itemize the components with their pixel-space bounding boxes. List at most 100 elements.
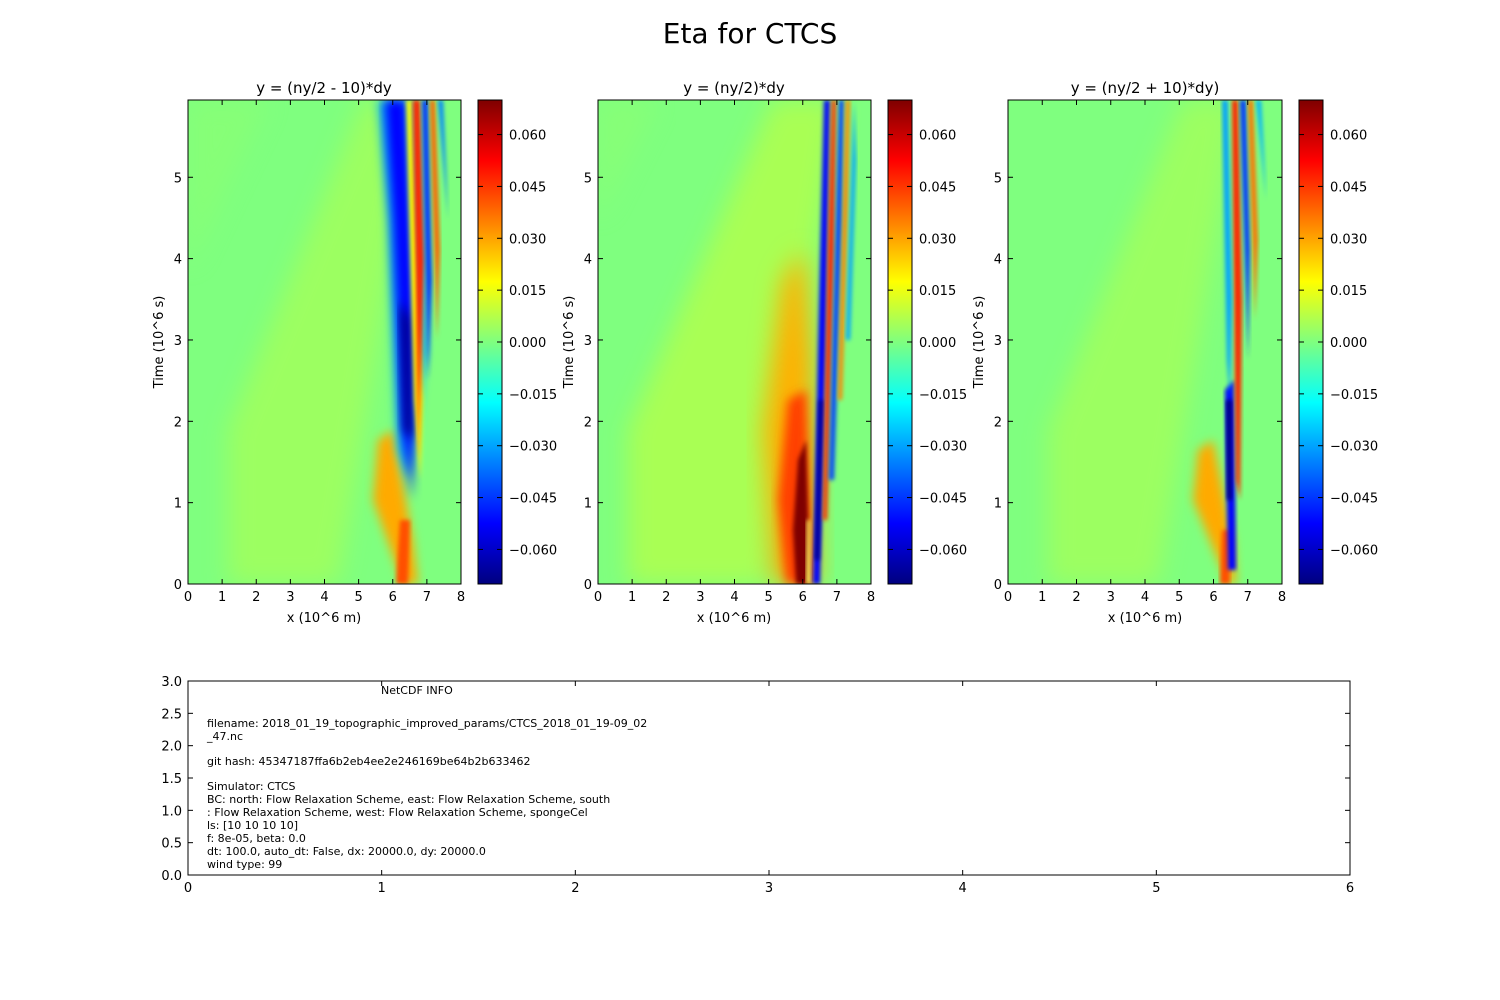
colorbar-tick-label: −0.045 bbox=[919, 492, 967, 507]
info-x-tick-label: 0 bbox=[184, 881, 192, 896]
info-x-tick-label: 1 bbox=[378, 881, 386, 896]
colorbar-tick-label: −0.030 bbox=[919, 440, 967, 455]
x-tick-label: 7 bbox=[423, 590, 431, 605]
field-stripe bbox=[1240, 100, 1250, 360]
field-band bbox=[1048, 100, 1238, 584]
y-tick-label: 5 bbox=[584, 171, 592, 186]
y-axis: 0 1 2 3 4 5 bbox=[994, 171, 1282, 593]
colorbar-ticks: 0.060 0.045 0.030 0.015 0.000 −0.015 −0.030 −0.… bbox=[1299, 129, 1378, 558]
y-axis: 0 1 2 3 4 5 bbox=[584, 171, 871, 593]
x-tick-label: 8 bbox=[1278, 590, 1286, 605]
field-stripe bbox=[430, 100, 440, 340]
field-blob bbox=[396, 520, 410, 584]
x-axis-label: x (10^6 m) bbox=[1108, 611, 1182, 626]
info-line: _47.nc bbox=[206, 730, 243, 743]
colorbar-tick-label: −0.060 bbox=[1330, 543, 1378, 558]
y-tick-label: 3 bbox=[584, 334, 592, 349]
colorbar-tick-label: −0.015 bbox=[509, 388, 557, 403]
field-stripe bbox=[422, 100, 432, 380]
panel-title: y = (ny/2 + 10)*dy) bbox=[1071, 79, 1220, 97]
x-tick-label: 6 bbox=[389, 590, 397, 605]
colorbar-tick-label: −0.060 bbox=[509, 543, 557, 558]
x-tick-label: 0 bbox=[594, 590, 602, 605]
colorbar-tick-label: −0.045 bbox=[509, 492, 557, 507]
colorbar-tick-label: 0.015 bbox=[1330, 284, 1367, 299]
colorbar-ticks: 0.060 0.045 0.030 0.015 0.000 −0.015 −0.030 −0.… bbox=[478, 129, 557, 558]
heatmap-image bbox=[188, 100, 461, 584]
colorbar-tick-label: −0.015 bbox=[919, 388, 967, 403]
x-tick-label: 0 bbox=[1004, 590, 1012, 605]
x-axis: 0 1 2 3 4 5 6 7 8 bbox=[1004, 100, 1286, 605]
info-x-tick-label: 6 bbox=[1346, 881, 1354, 896]
colorbar-tick-label: 0.060 bbox=[919, 129, 956, 144]
colorbar-tick-label: 0.015 bbox=[919, 284, 956, 299]
info-x-tick-label: 5 bbox=[1152, 881, 1160, 896]
info-line: Simulator: CTCS bbox=[207, 780, 296, 793]
y-tick-label: 5 bbox=[174, 171, 182, 186]
info-line: wind type: 99 bbox=[207, 858, 282, 871]
y-tick-label: 2 bbox=[994, 415, 1002, 430]
y-tick-label: 3 bbox=[994, 334, 1002, 349]
info-axes-frame bbox=[187, 680, 1351, 876]
y-tick-label: 4 bbox=[584, 253, 592, 268]
info-title: NetCDF INFO bbox=[381, 684, 453, 697]
x-tick-label: 2 bbox=[252, 590, 260, 605]
y-tick-label: 1 bbox=[174, 497, 182, 512]
info-y-tick-label: 0.0 bbox=[161, 869, 182, 884]
field-stripe bbox=[1256, 100, 1266, 200]
x-tick-label: 7 bbox=[1244, 590, 1252, 605]
field-stripe bbox=[1222, 100, 1232, 400]
y-tick-label: 4 bbox=[994, 253, 1002, 268]
colorbar-tick-label: 0.045 bbox=[509, 180, 546, 195]
info-y-tick-label: 2.0 bbox=[161, 740, 182, 755]
info-x-tick-label: 2 bbox=[571, 881, 579, 896]
panel-title: y = (ny/2 - 10)*dy bbox=[256, 79, 392, 97]
x-tick-label: 6 bbox=[1209, 590, 1217, 605]
colorbar-tick-label: 0.045 bbox=[1330, 180, 1367, 195]
field-band bbox=[188, 100, 268, 270]
info-y-tick-label: 1.5 bbox=[161, 772, 182, 787]
colorbar-tick-label: 0.030 bbox=[919, 232, 956, 247]
info-y-tick-label: 3.0 bbox=[161, 675, 182, 690]
x-tick-label: 1 bbox=[628, 590, 636, 605]
field-band bbox=[228, 100, 418, 584]
field-stripe bbox=[1226, 400, 1232, 500]
y-tick-label: 2 bbox=[584, 415, 592, 430]
info-line: git hash: 45347187ffa6b2eb4ee2e246169be6… bbox=[207, 755, 531, 768]
field-stripe bbox=[413, 100, 424, 460]
info-text-block: filename: 2018_01_19_topographic_improve… bbox=[206, 717, 647, 871]
info-y-tick-label: 2.5 bbox=[161, 707, 182, 722]
field-stripe bbox=[823, 100, 836, 520]
y-tick-label: 5 bbox=[994, 171, 1002, 186]
colorbar-tick-label: −0.045 bbox=[1330, 492, 1378, 507]
y-tick-label: 2 bbox=[174, 415, 182, 430]
x-tick-label: 4 bbox=[320, 590, 328, 605]
x-tick-label: 8 bbox=[457, 590, 465, 605]
y-tick-label: 4 bbox=[174, 253, 182, 268]
y-axis-label: Time (10^6 s) bbox=[152, 296, 167, 390]
x-tick-label: 8 bbox=[867, 590, 875, 605]
x-tick-label: 1 bbox=[1038, 590, 1046, 605]
heatmap-panel-2: y = (ny/2)*dy 0 1 2 3 4 5 6 7 8 0 1 2 3 4 5 x (10^6 m… bbox=[562, 79, 967, 626]
y-tick-label: 0 bbox=[174, 578, 182, 593]
field-blob bbox=[400, 300, 413, 440]
field-stripe bbox=[1248, 100, 1258, 320]
field-stripe bbox=[813, 100, 830, 584]
info-line: filename: 2018_01_19_topographic_improve… bbox=[207, 717, 647, 730]
field-stripe bbox=[815, 400, 823, 560]
x-tick-label: 1 bbox=[218, 590, 226, 605]
colorbar-tick-label: −0.030 bbox=[1330, 440, 1378, 455]
x-tick-label: 6 bbox=[799, 590, 807, 605]
x-tick-label: 3 bbox=[1107, 590, 1115, 605]
colorbar-ticks: 0.060 0.045 0.030 0.015 0.000 −0.015 −0.030 −0.… bbox=[888, 129, 967, 558]
heatmap-image bbox=[598, 100, 871, 584]
colorbar-tick-label: 0.030 bbox=[1330, 232, 1367, 247]
panel-title: y = (ny/2)*dy bbox=[683, 79, 785, 97]
colorbar-tick-label: −0.060 bbox=[919, 543, 967, 558]
colorbar-tick-label: 0.045 bbox=[919, 180, 956, 195]
y-tick-label: 1 bbox=[584, 497, 592, 512]
info-line: : Flow Relaxation Scheme, west: Flow Rel… bbox=[207, 806, 588, 819]
x-tick-label: 2 bbox=[1072, 590, 1080, 605]
field-stripe bbox=[838, 100, 850, 400]
